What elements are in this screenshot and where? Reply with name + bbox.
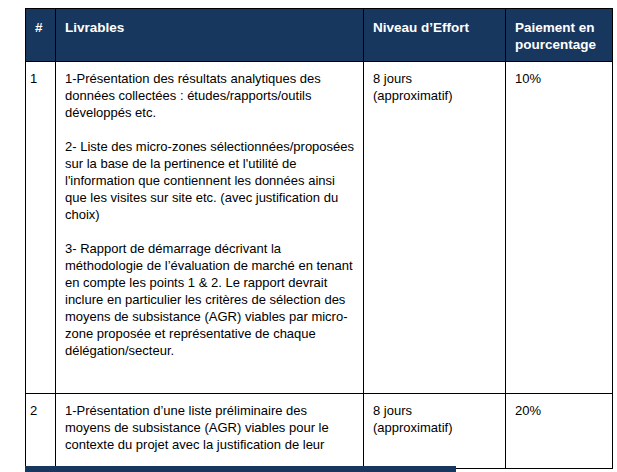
table-row: 2 1-Présentation d’une liste préliminair… <box>26 394 613 469</box>
next-table-header-peek <box>25 466 456 472</box>
table-header-row: # Livrables Niveau d’Effort Paiement en … <box>26 9 613 62</box>
row1-payment-cell: 10% <box>506 62 613 394</box>
header-cell-effort: Niveau d’Effort <box>364 9 506 62</box>
row1-effort-cell: 8 jours (approximatif) <box>364 62 506 394</box>
row1-deliverables-cell: 1-Présentation des résultats analytiques… <box>56 62 364 394</box>
row2-effort-cell: 8 jours (approximatif) <box>364 394 506 469</box>
table-row: 1 1-Présentation des résultats analytiqu… <box>26 62 613 394</box>
deliverables-table: # Livrables Niveau d’Effort Paiement en … <box>25 8 613 469</box>
row2-number-cell: 2 <box>26 394 56 469</box>
row2-payment-cell: 20% <box>506 394 613 469</box>
header-cell-deliverables: Livrables <box>56 9 364 62</box>
row1-deliverable-paragraph: 3- Rapport de démarrage décrivant la mét… <box>65 240 355 359</box>
header-cell-payment: Paiement en pourcentage <box>506 9 613 62</box>
row2-deliverables-cell: 1-Présentation d’une liste préliminaire … <box>56 394 364 469</box>
row1-deliverable-paragraph: 2- Liste des micro-zones sélectionnées/p… <box>65 138 355 223</box>
document-page: # Livrables Niveau d’Effort Paiement en … <box>0 0 617 472</box>
row1-deliverable-paragraph: 1-Présentation des résultats analytiques… <box>65 70 355 121</box>
row2-deliverable-paragraph: 1-Présentation d’une liste préliminaire … <box>65 402 355 453</box>
header-cell-number: # <box>26 9 56 62</box>
row1-number-cell: 1 <box>26 62 56 394</box>
